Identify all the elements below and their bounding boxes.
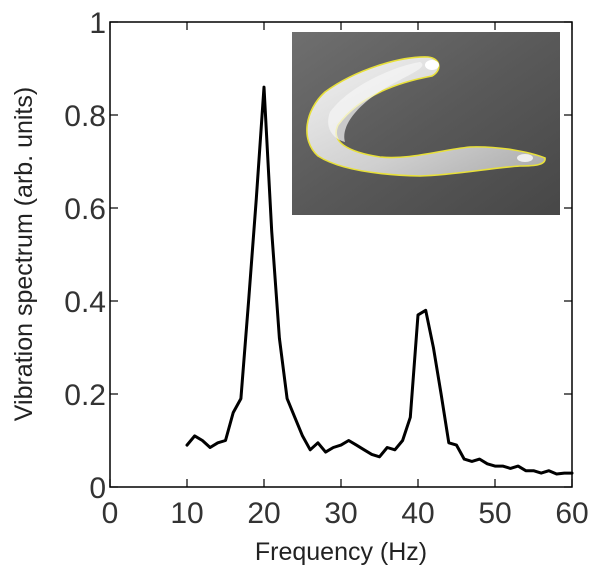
x-tick-label: 20	[247, 497, 280, 530]
x-tick-label: 40	[401, 497, 434, 530]
plot-area: 0 10 20 30 40 50 60 0 0.2 0.4 0.6 0.8 1	[64, 7, 588, 530]
x-axis-label: Frequency (Hz)	[255, 538, 427, 566]
x-tick-label: 50	[478, 497, 511, 530]
specimen-tail-spot	[517, 154, 533, 162]
y-tick-label: 0.6	[64, 193, 106, 226]
specimen-highlight	[328, 62, 423, 142]
y-tick-label: 0.4	[64, 286, 106, 319]
x-tick-label: 10	[170, 497, 203, 530]
inset-micrograph	[292, 32, 560, 215]
y-tick-label: 0.2	[64, 379, 106, 412]
y-tick-label: 0	[89, 472, 106, 505]
y-tick-label: 1	[89, 7, 106, 40]
y-tick-label: 0.8	[64, 100, 106, 133]
x-ticks	[109, 22, 573, 487]
specimen-head-spot	[425, 60, 439, 70]
y-ticks	[110, 21, 572, 488]
x-tick-label: 60	[555, 497, 588, 530]
x-tick-label: 30	[324, 497, 357, 530]
x-tick-label: 0	[102, 497, 119, 530]
series-line	[185, 85, 574, 476]
y-axis-label: Vibration spectrum (arb. units)	[10, 87, 38, 421]
x-tick-labels: 0 10 20 30 40 50 60	[102, 497, 589, 530]
y-tick-labels: 0 0.2 0.4 0.6 0.8 1	[64, 7, 106, 505]
